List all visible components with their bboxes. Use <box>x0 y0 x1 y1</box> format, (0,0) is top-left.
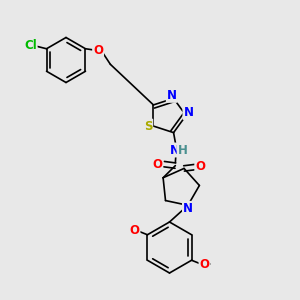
Text: O: O <box>195 160 205 173</box>
Text: H: H <box>178 143 188 157</box>
Text: N: N <box>170 143 180 157</box>
Text: O: O <box>200 258 209 271</box>
Text: O: O <box>93 44 103 57</box>
Text: Cl: Cl <box>24 39 37 52</box>
Text: N: N <box>183 106 194 119</box>
Text: N: N <box>167 89 177 102</box>
Text: O: O <box>152 158 162 171</box>
Text: O: O <box>130 224 140 237</box>
Text: N: N <box>183 202 193 215</box>
Text: S: S <box>144 120 152 133</box>
